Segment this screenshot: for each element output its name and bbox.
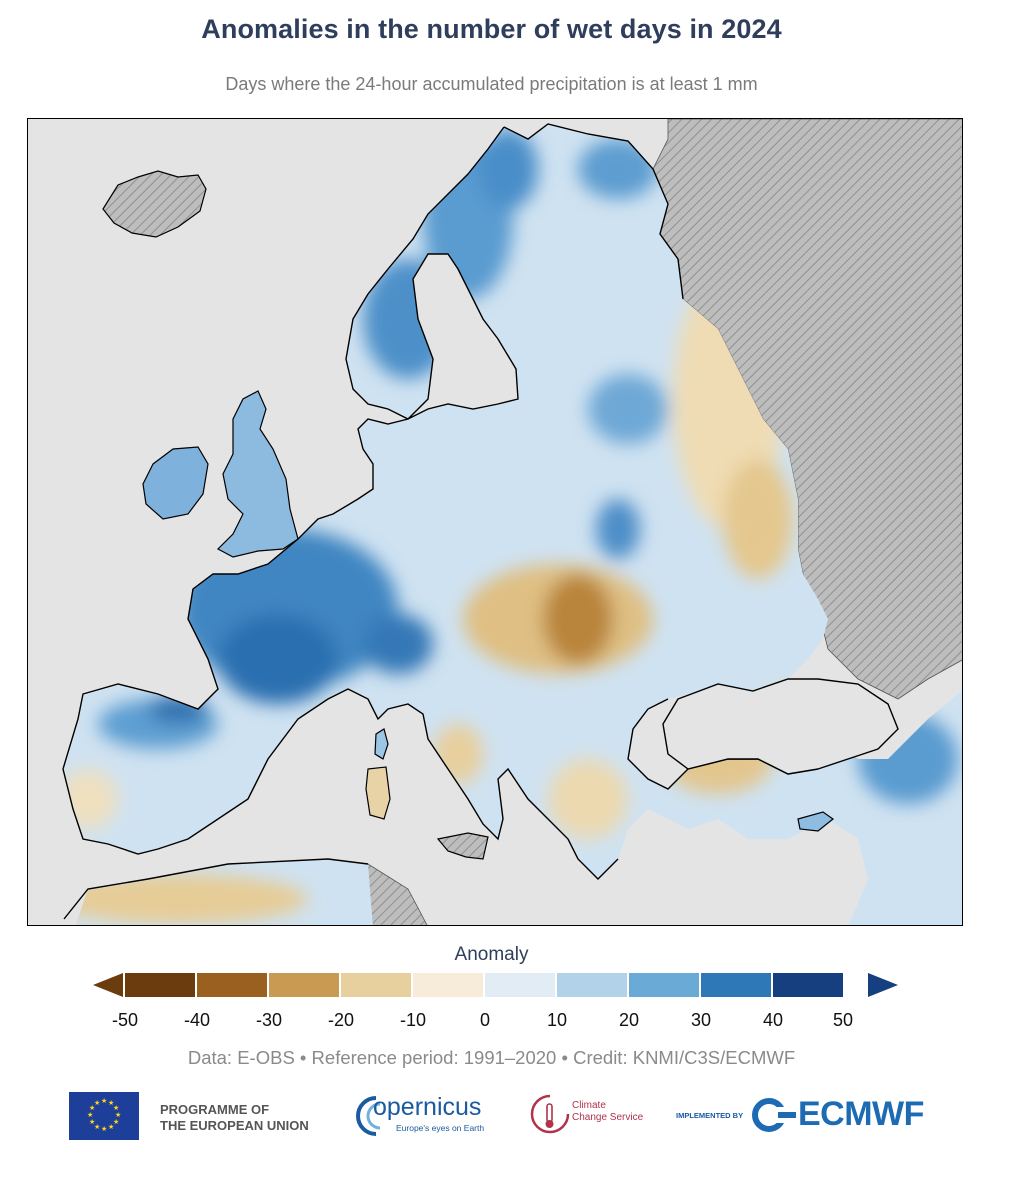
eu-text-line2: THE EUROPEAN UNION — [160, 1118, 309, 1133]
copernicus-tagline: Europe's eyes on Earth — [396, 1123, 485, 1133]
svg-text:★: ★ — [101, 1125, 107, 1133]
colorbar-tick-label: 20 — [618, 1010, 640, 1030]
c3s-line2: Change Service — [572, 1112, 644, 1123]
climate-change-service-logo-icon — [530, 1094, 570, 1134]
colorbar-tick-label: 10 — [546, 1010, 568, 1030]
colorbar-tick-label: -30 — [255, 1010, 282, 1030]
colorbar-tick-label: -20 — [327, 1010, 354, 1030]
colorbar-tick-label: 50 — [832, 1010, 854, 1030]
coastline — [62, 123, 819, 920]
black-sea — [662, 678, 899, 775]
svg-text:★: ★ — [113, 1104, 119, 1112]
c3s-text: Climate Change Service — [572, 1100, 643, 1124]
corsica — [374, 728, 389, 760]
svg-text:★: ★ — [94, 1123, 100, 1131]
legend-title: Anomaly — [454, 944, 529, 965]
ecmwf-logo-icon — [752, 1098, 796, 1132]
map-subtitle: Days where the 24-hour accumulated preci… — [225, 74, 758, 94]
svg-text:★: ★ — [113, 1118, 119, 1126]
c3s-line1: Climate — [572, 1100, 606, 1111]
colorbar-extend-high — [868, 973, 898, 997]
no-data-sicily — [436, 832, 489, 860]
colorbar-tick-label: -50 — [111, 1010, 138, 1030]
colorbar-tick-label: 0 — [479, 1010, 490, 1030]
svg-text:★: ★ — [115, 1111, 121, 1119]
colorbar-extend-low — [93, 973, 123, 997]
colorbar-bins — [125, 973, 843, 997]
colorbar-bin — [485, 973, 555, 997]
svg-text:★: ★ — [94, 1099, 100, 1107]
eu-programme-text: PROGRAMME OF THE EUROPEAN UNION — [160, 1102, 309, 1134]
colorbar — [93, 973, 898, 997]
colorbar-tick-label: -10 — [399, 1010, 426, 1030]
svg-text:★: ★ — [108, 1099, 114, 1107]
footer-logos: ★ ★ ★ ★ ★ ★ ★ ★ ★ ★ ★ ★ PROGRAMME OF THE EUROPEA… — [0, 1088, 1009, 1148]
europe-anomaly-map — [27, 118, 963, 926]
implemented-by-label: IMPLEMENTED BY — [676, 1111, 744, 1120]
colorbar-tick-label: 40 — [762, 1010, 784, 1030]
great-britain — [217, 390, 299, 558]
colorbar-bin — [341, 973, 411, 997]
ecmwf-name: ECMWF — [798, 1095, 924, 1133]
colorbar-bin — [125, 973, 195, 997]
eu-text-line1: PROGRAMME OF — [160, 1102, 270, 1117]
svg-text:★: ★ — [101, 1097, 107, 1105]
map-canvas — [28, 119, 962, 925]
colorbar-tick-labels: -50 -40 -30 -20 -10 0 10 20 30 40 50 — [0, 1010, 1009, 1034]
colorbar-tick-label: 30 — [690, 1010, 712, 1030]
colorbar-bin — [773, 973, 843, 997]
copernicus-name: opernicus — [373, 1093, 482, 1121]
no-data-iceland — [102, 170, 207, 238]
colorbar-bin — [629, 973, 699, 997]
colorbar-tick-label: -40 — [183, 1010, 210, 1030]
colorbar-bin — [701, 973, 771, 997]
copernicus-logo-icon — [356, 1096, 381, 1136]
colorbar-bin — [269, 973, 339, 997]
svg-text:★: ★ — [87, 1111, 93, 1119]
colorbar-bin — [557, 973, 627, 997]
colorbar-bin — [413, 973, 483, 997]
eu-flag-icon: ★ ★ ★ ★ ★ ★ ★ ★ ★ ★ ★ ★ — [69, 1092, 139, 1140]
colorbar-bin — [197, 973, 267, 997]
svg-text:★: ★ — [108, 1123, 114, 1131]
ireland — [142, 446, 209, 520]
svg-text:★: ★ — [89, 1118, 95, 1126]
data-credit: Data: E-OBS • Reference period: 1991–202… — [187, 1047, 796, 1068]
map-title: Anomalies in the number of wet days in 2… — [201, 14, 782, 44]
svg-text:★: ★ — [89, 1104, 95, 1112]
cyprus — [797, 811, 835, 832]
sardinia — [365, 766, 391, 820]
